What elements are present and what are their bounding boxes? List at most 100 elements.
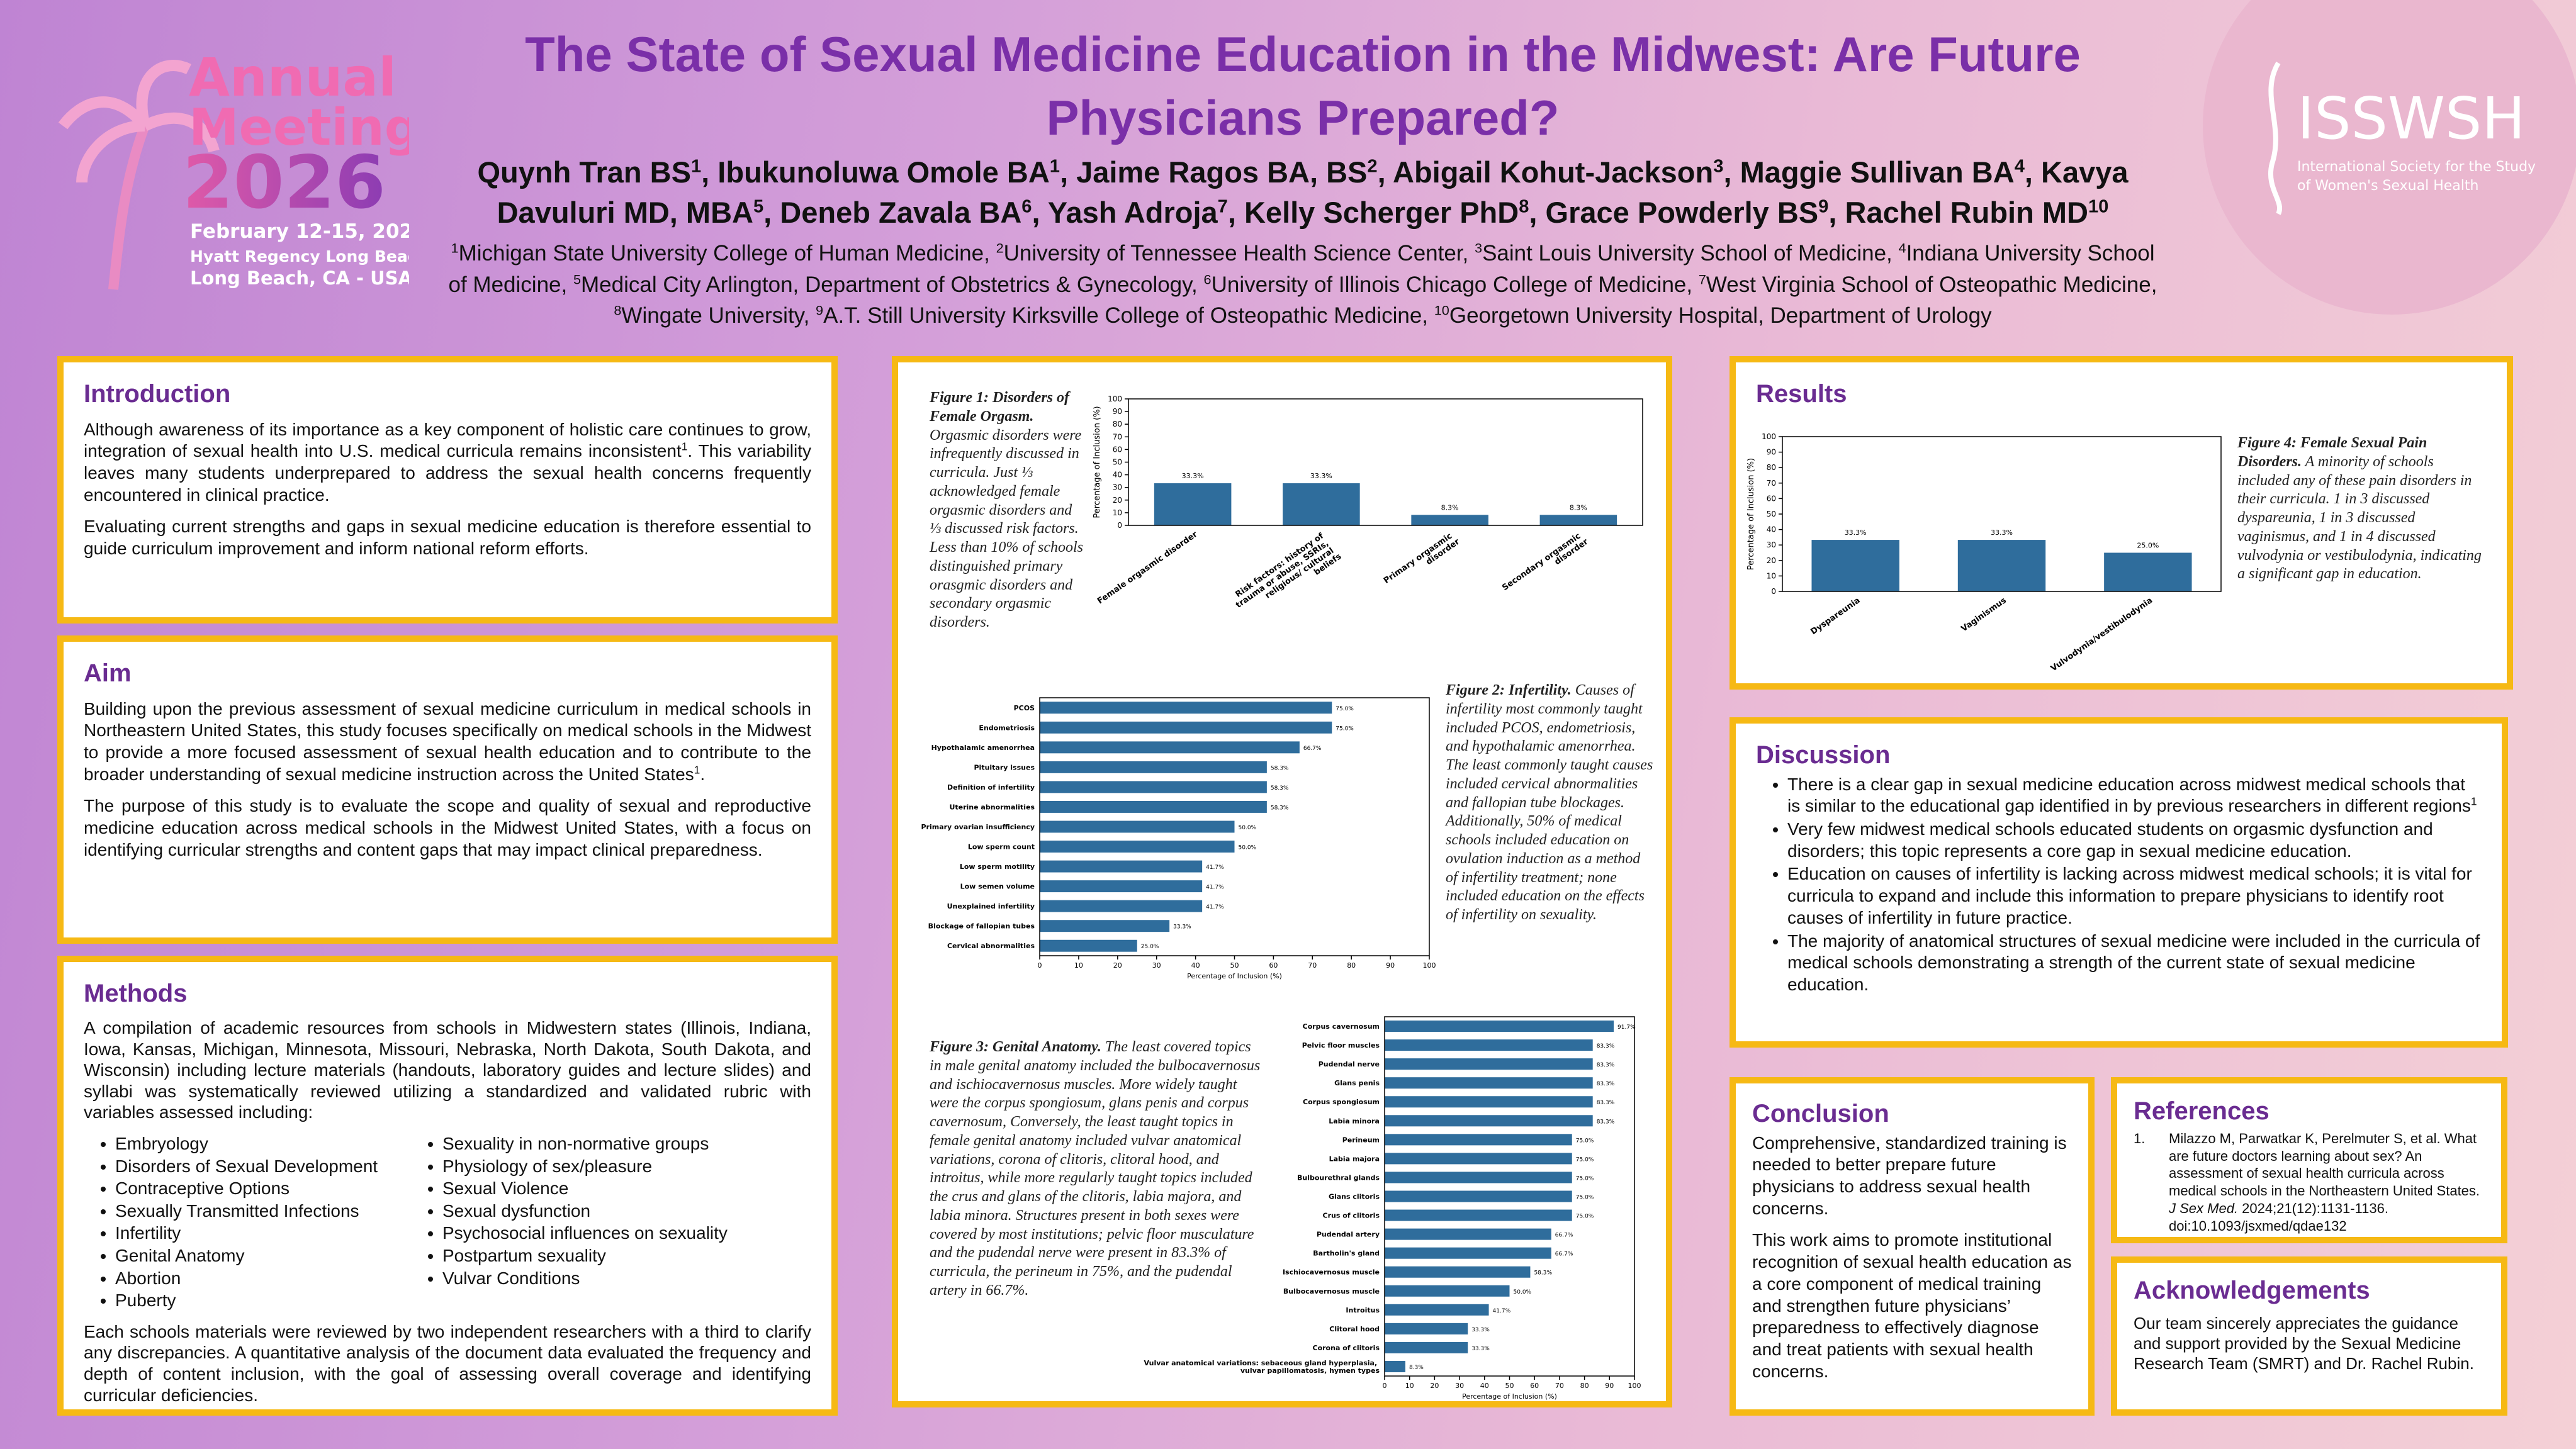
y-axis-label: Percentage of Inclusion (%) [1746, 458, 1756, 570]
value-label: 91.7% [1617, 1024, 1636, 1031]
y-tick-label: 100 [1108, 394, 1122, 403]
author-affiliation: 6 [1021, 196, 1032, 217]
bar [1385, 1360, 1405, 1372]
bar [2104, 552, 2192, 591]
y-tick-label: Pelvic floor muscles [1302, 1041, 1380, 1049]
y-tick-label: PCOS [1014, 704, 1035, 712]
section-heading: References [2134, 1097, 2269, 1125]
bar [1040, 721, 1332, 734]
poster-title: The State of Sexual Medicine Education i… [525, 26, 2081, 146]
y-axis-label: Percentage of Inclusion (%) [1093, 406, 1102, 518]
x-tick-label: Vaginismus [1959, 596, 2008, 634]
label-line: Secondary orgasmic [1500, 530, 1585, 593]
author-separator: , [1828, 195, 1837, 229]
figure-caption: Figure 1: Disorders of Female Orgasm. Or… [930, 389, 1084, 632]
value-label: 8.3% [1409, 1365, 1424, 1371]
paragraph: A compilation of academic resources from… [84, 1018, 811, 1122]
society-acronym: ISSWSH [2297, 85, 2525, 152]
value-label: 75.0% [1576, 1214, 1594, 1220]
bar [1154, 483, 1232, 525]
author: Abigail Kohut-Jackson3, [1393, 155, 1732, 189]
bar [1040, 761, 1267, 773]
author-name: Grace Powderly BS [1545, 195, 1819, 229]
caption-text: A minority of schools included any of th… [2237, 453, 2482, 583]
bar [1040, 880, 1203, 893]
x-tick-label: 70 [1308, 961, 1317, 970]
y-tick-label: Uterine abnormalities [949, 803, 1035, 811]
references-panel: References 1. Milazzo M, Parwatkar K, Per… [2111, 1077, 2507, 1243]
acknowledgements-panel: Acknowledgements Our team sincerely appr… [2111, 1256, 2507, 1416]
value-label: 58.3% [1271, 765, 1289, 771]
author-name: Kavya Davuluri MD, MBA [497, 155, 2129, 229]
text-run: Milazzo M, Parwatkar K, Perelmuter S, et… [2169, 1130, 2480, 1199]
reference-text: Milazzo M, Parwatkar K, Perelmuter S, et… [2169, 1130, 2485, 1236]
bar [1957, 540, 2046, 591]
superscript: 1 [2470, 795, 2477, 808]
value-label: 41.7% [1206, 885, 1224, 891]
affiliation-name: A.T. Still University Kirksville College… [823, 303, 1434, 328]
text-run: The purpose of this study is to evaluate… [84, 796, 811, 859]
y-tick-label: Low semen volume [960, 883, 1035, 891]
chart: 0 10 20 30 40 50 60 70 80 90 100 Percentage of Incl… [1144, 1016, 1641, 1400]
bar [1040, 801, 1267, 813]
bar [1040, 920, 1170, 932]
y-tick-label: 20 [1767, 556, 1776, 565]
paragraph: Building upon the previous assessment of… [84, 698, 811, 786]
label-line: vulvar papillomatosis, hymen types [1240, 1367, 1380, 1375]
value-label: 50.0% [1239, 845, 1257, 851]
paragraph: Although awareness of its importance as … [84, 419, 811, 506]
section-body: Although awareness of its importance as … [84, 419, 811, 560]
meeting-venue: Hyatt Regency Long Beach [190, 247, 409, 266]
figure-caption: Figure 4: Female Sexual Pain Disorders. … [2237, 434, 2483, 584]
caption-title: Figure 3: Genital Anatomy. [930, 1039, 1101, 1055]
affiliation-number: 5 [573, 271, 582, 288]
bar [1385, 1228, 1551, 1240]
affiliation-name: University of Illinois Chicago College o… [1211, 272, 1699, 297]
y-tick-label: Perineum [1342, 1136, 1380, 1144]
bar [1040, 939, 1137, 952]
y-tick-label: Corpus cavernosum [1303, 1022, 1380, 1031]
bullet: There is a clear gap in sexual medicine … [1787, 774, 2482, 817]
paragraph: Evaluating current strengths and gaps in… [84, 516, 811, 559]
meeting-dates: February 12-15, 2026 [190, 220, 409, 243]
author-affiliation: 5 [753, 196, 764, 217]
y-tick-label: 20 [1113, 496, 1122, 505]
affiliation-number: 3 [1475, 240, 1483, 256]
y-tick-label: Labia minora [1329, 1117, 1380, 1125]
value-label: 50.0% [1514, 1289, 1532, 1295]
y-tick-label: Low sperm motility [960, 863, 1035, 871]
affiliations: 1Michigan State University College of Hu… [441, 238, 2165, 332]
y-tick-label: 10 [1767, 571, 1776, 580]
society-name: of Women's Sexual Health [2297, 178, 2478, 194]
bar [1385, 1304, 1489, 1316]
x-axis-label: Percentage of Inclusion (%) [1187, 972, 1282, 980]
author: Grace Powderly BS9, [1546, 196, 1837, 229]
affiliation-number: 1 [451, 240, 459, 256]
text-run: Very few midwest medical schools educate… [1787, 819, 2433, 861]
text-run: Although awareness of its importance as … [84, 419, 811, 461]
palm-leaves [58, 60, 220, 183]
author-separator: , [1032, 195, 1040, 229]
value-label: 83.3% [1597, 1062, 1615, 1068]
author-name: Rachel Rubin MD [1845, 195, 2088, 229]
x-tick-label: 60 [1269, 961, 1278, 970]
author-name: Kelly Scherger PhD [1244, 195, 1519, 229]
affiliation-name: Michigan State University College of Hum… [458, 241, 996, 266]
text-run: . [700, 764, 706, 784]
chart: 0 10 20 30 40 50 60 70 80 90 100 Percentage of Incl… [921, 697, 1436, 980]
y-tick-label: Crus of clitoris [1323, 1212, 1380, 1220]
superscript: 1 [681, 440, 688, 453]
bar [1385, 1209, 1572, 1221]
author-name: Yash Adroja [1047, 195, 1218, 229]
value-label: 83.3% [1597, 1081, 1615, 1087]
label-line: Vulvar anatomical variations: sebaceous … [1144, 1359, 1380, 1367]
value-label: 75.0% [1576, 1175, 1594, 1182]
author: Ibukunoluwa Omole BA1, [717, 155, 1068, 189]
value-label: 75.0% [1336, 725, 1354, 732]
bar [1385, 1285, 1510, 1297]
x-tick-label: 40 [1480, 1382, 1489, 1390]
caption-title: Figure 4: Female Sexual Pain Disorders. [2237, 435, 2427, 470]
x-tick-label: 10 [1405, 1382, 1414, 1390]
